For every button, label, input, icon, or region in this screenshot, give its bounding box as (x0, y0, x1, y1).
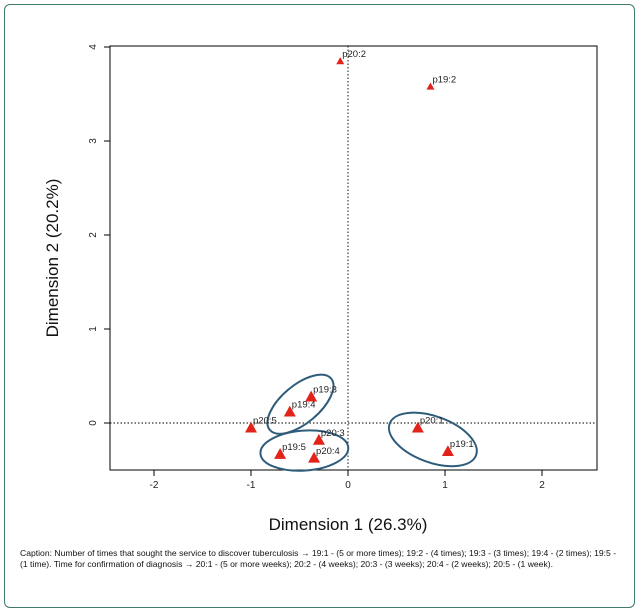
data-point-marker (312, 433, 325, 445)
data-point-label: p19:1 (450, 439, 474, 450)
cluster-ellipse (259, 429, 350, 472)
reference-lines (110, 46, 597, 470)
data-point-label: p20:3 (321, 428, 345, 439)
data-point-marker (441, 445, 454, 456)
data-point-marker (274, 448, 287, 459)
data-point-marker (283, 405, 296, 417)
y-tick-label: 4 (88, 44, 99, 50)
axes: -2 -1 0 1 2 0 1 2 3 4 (88, 44, 545, 491)
data-point-marker (245, 421, 257, 433)
x-tick-label: 1 (442, 480, 448, 491)
y-tick-label: 3 (88, 138, 99, 144)
data-point-label: p19:5 (282, 442, 306, 453)
data-point-label: p19:4 (292, 400, 316, 411)
plot-area-border (109, 45, 598, 471)
x-axis-title: Dimension 1 (26.3%) (269, 515, 428, 534)
cluster-ellipse (266, 373, 335, 435)
data-point-label: p19:2 (432, 74, 456, 85)
data-point-marker (411, 421, 424, 433)
data-point-label: p20:1 (420, 416, 444, 427)
data-point-label: p19:3 (313, 385, 337, 396)
data-point-label: p20:4 (316, 446, 340, 457)
cluster-ellipse (387, 411, 478, 468)
x-tick-label: -2 (150, 480, 159, 491)
y-tick-label: 0 (88, 420, 99, 426)
data-point-label: p20:5 (253, 416, 277, 427)
figure-caption: Caption: Number of times that sought the… (20, 548, 617, 569)
y-axis-title: Dimension 2 (20.2%) (43, 179, 62, 338)
figure-frame (4, 4, 635, 608)
data-point-marker (426, 82, 435, 90)
data-points: p20:2 p19:2 p19:3 p19:4 p20:5 p20:3 p19:5 p20:4… (245, 49, 474, 463)
data-point-marker (305, 390, 318, 402)
y-tick-label: 1 (88, 326, 99, 332)
data-point-marker (308, 451, 321, 463)
cluster-ellipses (259, 373, 478, 472)
data-point-label: p20:2 (342, 49, 366, 60)
data-point-marker (336, 57, 345, 65)
y-tick-label: 2 (88, 232, 99, 238)
x-tick-label: 2 (539, 480, 545, 491)
x-tick-label: -1 (247, 480, 256, 491)
x-tick-label: 0 (345, 480, 351, 491)
